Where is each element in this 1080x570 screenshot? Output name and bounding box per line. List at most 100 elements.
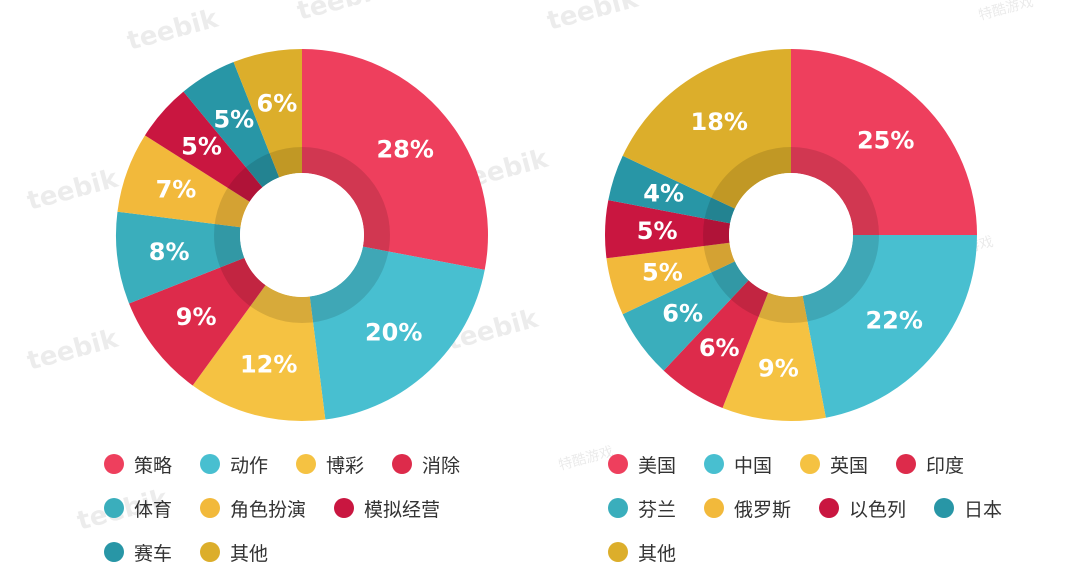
legend-dot	[200, 454, 221, 474]
legend-label: 中国	[734, 454, 773, 477]
legend-label: 俄罗斯	[734, 498, 792, 521]
legend-label: 其他	[638, 542, 677, 565]
slice-动作	[309, 246, 485, 420]
donut-hole	[729, 173, 853, 297]
legend-item-其他: 其他	[200, 538, 268, 566]
watermark-text: 特酷游戏	[977, 0, 1035, 24]
watermark-text: teebik	[294, 0, 392, 27]
legend-label: 角色扮演	[230, 498, 307, 521]
legend-label: 美国	[638, 454, 677, 477]
slice-日本	[608, 155, 735, 224]
legend-item-日本: 日本	[934, 494, 1002, 522]
legend-dot	[200, 498, 221, 518]
legend-label: 日本	[964, 498, 1003, 521]
legend-dot	[608, 542, 628, 562]
legend-dot	[334, 498, 355, 518]
slice-中国	[802, 235, 977, 418]
legend-item-博彩: 博彩	[296, 450, 364, 478]
legend-item-体育: 体育	[104, 494, 172, 522]
slice-label-模拟经营: 5%	[181, 132, 222, 160]
legend-dot	[104, 542, 124, 562]
watermark-text: teebik	[544, 0, 642, 37]
slice-英国	[722, 292, 826, 421]
slice-label-消除: 9%	[176, 303, 217, 331]
slice-label-芬兰: 6%	[662, 300, 703, 328]
slice-角色扮演	[117, 135, 250, 228]
slice-label-俄罗斯: 5%	[642, 258, 683, 286]
legend-genre: 策略 动作 博彩 消除体育 角色扮演 模拟经营赛车 其他	[104, 450, 524, 566]
slice-美国	[791, 49, 977, 235]
slice-label-体育: 8%	[149, 238, 190, 266]
watermark-text: 特酷游戏	[557, 444, 615, 474]
legend-dot	[800, 454, 821, 474]
legend-item-芬兰: 芬兰	[608, 494, 676, 522]
legend-label: 赛车	[134, 542, 173, 565]
slice-label-角色扮演: 7%	[156, 176, 197, 204]
slice-label-中国: 22%	[865, 306, 922, 334]
legend-dot	[704, 454, 725, 474]
donut-hole	[240, 173, 364, 297]
slice-label-赛车: 5%	[213, 106, 254, 134]
legend-label: 其他	[230, 542, 269, 565]
legend-dot	[200, 542, 221, 562]
legend-label: 消除	[422, 454, 461, 477]
legend-dot	[392, 454, 413, 474]
watermark-text: teebik	[24, 164, 122, 217]
slice-赛车	[183, 62, 280, 188]
slice-俄罗斯	[606, 242, 735, 315]
legend-item-消除: 消除	[392, 450, 460, 478]
legend-item-角色扮演: 角色扮演	[200, 494, 306, 522]
legend-dot	[608, 498, 628, 518]
legend-item-策略: 策略	[104, 450, 172, 478]
legend-dot	[819, 498, 840, 518]
legend-label: 策略	[134, 454, 173, 477]
legend-item-英国: 英国	[800, 450, 868, 478]
inner-shadow-ring	[703, 147, 879, 323]
legend-item-模拟经营: 模拟经营	[334, 494, 440, 522]
slice-label-其他: 18%	[691, 108, 748, 136]
legend-item-其他: 其他	[608, 538, 676, 566]
legend-dot	[104, 454, 124, 474]
legend-item-赛车: 赛车	[104, 538, 172, 566]
legend-label: 印度	[926, 454, 965, 477]
legend-dot	[934, 498, 955, 518]
legend-dot	[296, 454, 317, 474]
legend-dot	[608, 454, 628, 474]
slice-label-以色列: 5%	[637, 217, 678, 245]
legend-item-中国: 中国	[704, 450, 772, 478]
slice-label-其他: 6%	[257, 89, 298, 117]
legend-dot	[104, 498, 124, 518]
legend-label: 英国	[830, 454, 869, 477]
legend-item-俄罗斯: 俄罗斯	[704, 494, 791, 522]
legend-dot	[704, 498, 725, 518]
slice-其他	[233, 49, 302, 178]
legend-label: 芬兰	[638, 498, 677, 521]
legend-item-以色列: 以色列	[819, 494, 906, 522]
slice-label-博彩: 12%	[240, 351, 297, 379]
legend-item-印度: 印度	[896, 450, 964, 478]
slice-消除	[129, 257, 266, 386]
slice-模拟经营	[144, 91, 263, 202]
legend-country: 美国 中国 英国 印度芬兰 俄罗斯 以色列 日本其他	[608, 450, 1008, 566]
watermark-text: teebik	[24, 324, 122, 377]
slice-博彩	[192, 285, 326, 421]
slice-其他	[622, 49, 791, 209]
slice-策略	[302, 49, 488, 270]
slice-印度	[663, 280, 769, 408]
legend-label: 动作	[230, 454, 269, 477]
slice-label-美国: 25%	[857, 126, 914, 154]
legend-dot	[896, 454, 917, 474]
legend-label: 模拟经营	[364, 498, 441, 521]
inner-shadow-ring	[214, 147, 390, 323]
donut-chart-country: 25% 22% 9% 6% 6% 5% 5% 4% 18%	[605, 49, 977, 421]
slice-label-英国: 9%	[758, 354, 799, 382]
slice-label-印度: 6%	[699, 334, 740, 362]
slice-label-策略: 28%	[376, 136, 433, 164]
legend-label: 体育	[134, 498, 173, 521]
slice-label-日本: 4%	[643, 180, 684, 208]
legend-label: 博彩	[326, 454, 365, 477]
donut-chart-genre: 28%20%12%9%8%7%5%5%6%	[116, 49, 488, 421]
slice-芬兰	[622, 261, 749, 371]
legend-item-美国: 美国	[608, 450, 676, 478]
